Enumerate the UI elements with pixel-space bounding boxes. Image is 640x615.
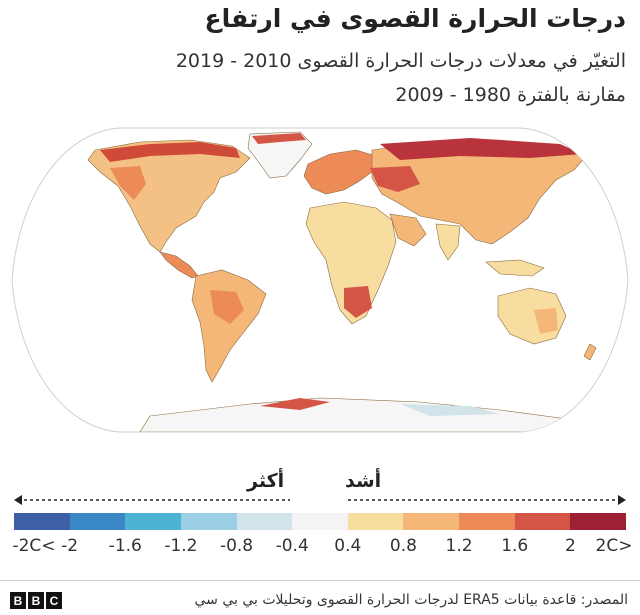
south-america-heat xyxy=(210,290,244,324)
world-map-svg xyxy=(11,127,629,433)
bbc-logo-b2: B xyxy=(28,592,44,609)
europe xyxy=(303,149,377,195)
siberia-heat xyxy=(380,138,582,160)
right-arrow-head xyxy=(618,495,626,505)
color-scale-ticks: -2C< -2 -1.6 -1.2 -0.8 -0.4 0.4 0.8 1.2 1.6 2 2C> xyxy=(0,536,640,566)
color-swatch xyxy=(459,513,515,530)
central-america xyxy=(159,251,199,279)
source-note: المصدر: قاعدة بيانات ERA5 لدرجات الحرارة… xyxy=(194,592,628,608)
scale-tick-label: -2C< xyxy=(12,536,56,556)
scale-tick-label: 1.6 xyxy=(501,536,529,556)
scale-tick-label: 0.4 xyxy=(334,536,362,556)
legend-label-stronger: أشد xyxy=(345,470,382,492)
antarctica-east-cool xyxy=(400,404,500,416)
color-swatch xyxy=(125,513,181,530)
bbc-logo-b1: B xyxy=(10,592,26,609)
color-swatch xyxy=(403,513,460,530)
scale-tick-label: -1.6 xyxy=(108,536,142,556)
central-asia-heat xyxy=(370,166,420,192)
world-map xyxy=(0,120,640,440)
africa xyxy=(305,201,397,325)
north-america-west-heat xyxy=(110,166,146,200)
left-arrow-head xyxy=(14,495,22,505)
subtitle-baseline: مقارنة بالفترة 1980 - 2009 xyxy=(395,84,626,106)
scale-tick-label: 1.2 xyxy=(445,536,473,556)
color-swatch xyxy=(180,513,237,530)
scale-tick-label: 2C> xyxy=(595,536,633,556)
color-scale-bar xyxy=(14,513,627,530)
australia-east-heat xyxy=(534,308,558,334)
north-america-north-heat xyxy=(100,142,240,162)
bbc-logo: B B C xyxy=(10,592,62,609)
footer-divider xyxy=(0,580,640,581)
greenland xyxy=(247,131,313,179)
scale-tick-label: -0.8 xyxy=(219,536,254,556)
page-title: درجات الحرارة القصوى في ارتفاع xyxy=(204,4,626,33)
color-swatch xyxy=(236,513,293,530)
new-zealand xyxy=(583,343,597,361)
scale-tick-label: -2 xyxy=(61,536,79,556)
legend-label-more: أكثر xyxy=(247,470,285,492)
scale-tick-label: -0.4 xyxy=(275,536,309,556)
color-swatch xyxy=(14,513,70,530)
greenland-coast-heat xyxy=(252,133,306,144)
color-swatch xyxy=(347,513,404,530)
southeast-asia xyxy=(485,259,545,277)
scale-tick-label: 0.8 xyxy=(389,536,417,556)
subtitle-period: التغيّر في معدلات درجات الحرارة القصوى 2… xyxy=(175,50,626,72)
india xyxy=(435,223,461,261)
legend-arrows xyxy=(14,495,626,505)
color-swatch xyxy=(570,513,627,530)
antarctic-peninsula-heat xyxy=(260,398,330,410)
south-america xyxy=(191,269,267,383)
scale-tick-label: 2 xyxy=(564,536,576,556)
arabia xyxy=(389,213,427,247)
scale-tick-label: -1.2 xyxy=(164,536,198,556)
color-swatch xyxy=(514,513,571,530)
color-swatch xyxy=(292,513,348,530)
bbc-logo-c: C xyxy=(46,592,62,609)
southern-africa-heat xyxy=(344,286,372,318)
color-swatch xyxy=(69,513,126,530)
